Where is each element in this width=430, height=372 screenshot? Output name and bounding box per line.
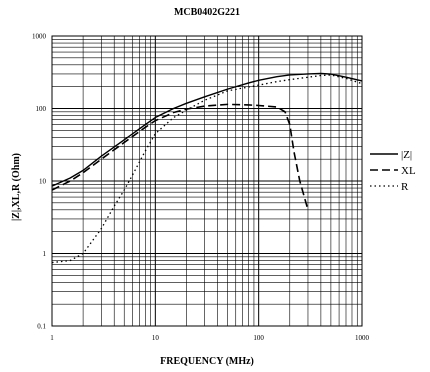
plot-frame xyxy=(51,35,363,327)
y-tick-label: 1 xyxy=(43,250,47,258)
x-tick-label: 1000 xyxy=(355,334,370,342)
y-tick-label: 0.1 xyxy=(37,323,46,331)
y-tick-label: 1000 xyxy=(32,33,47,41)
y-tick-labels: 0.1 1 10 100 1000 xyxy=(32,33,47,331)
series-line-1 xyxy=(51,72,363,187)
x-tick-label: 1 xyxy=(50,334,54,342)
y-tick-label: 10 xyxy=(39,178,47,186)
x-tick-labels: 1 10 100 1000 xyxy=(50,334,369,342)
y-tick-label: 100 xyxy=(36,105,47,113)
x-axis-label: FREQUENCY (MHz) xyxy=(160,356,254,367)
x-tick-label: 10 xyxy=(152,334,160,342)
series-layer xyxy=(51,72,363,264)
legend-label: R xyxy=(401,181,409,193)
series-line-2 xyxy=(51,103,309,211)
legend-label: |Z| xyxy=(401,149,412,161)
legend-label: XL xyxy=(401,165,416,177)
chart-title: MCB0402G221 xyxy=(174,7,240,18)
x-tick-label: 100 xyxy=(253,334,264,342)
legend: |Z| XL R xyxy=(370,149,416,193)
series-line-3 xyxy=(51,74,363,264)
y-axis-label: |Z|,XL,R (Ohm) xyxy=(11,153,22,221)
